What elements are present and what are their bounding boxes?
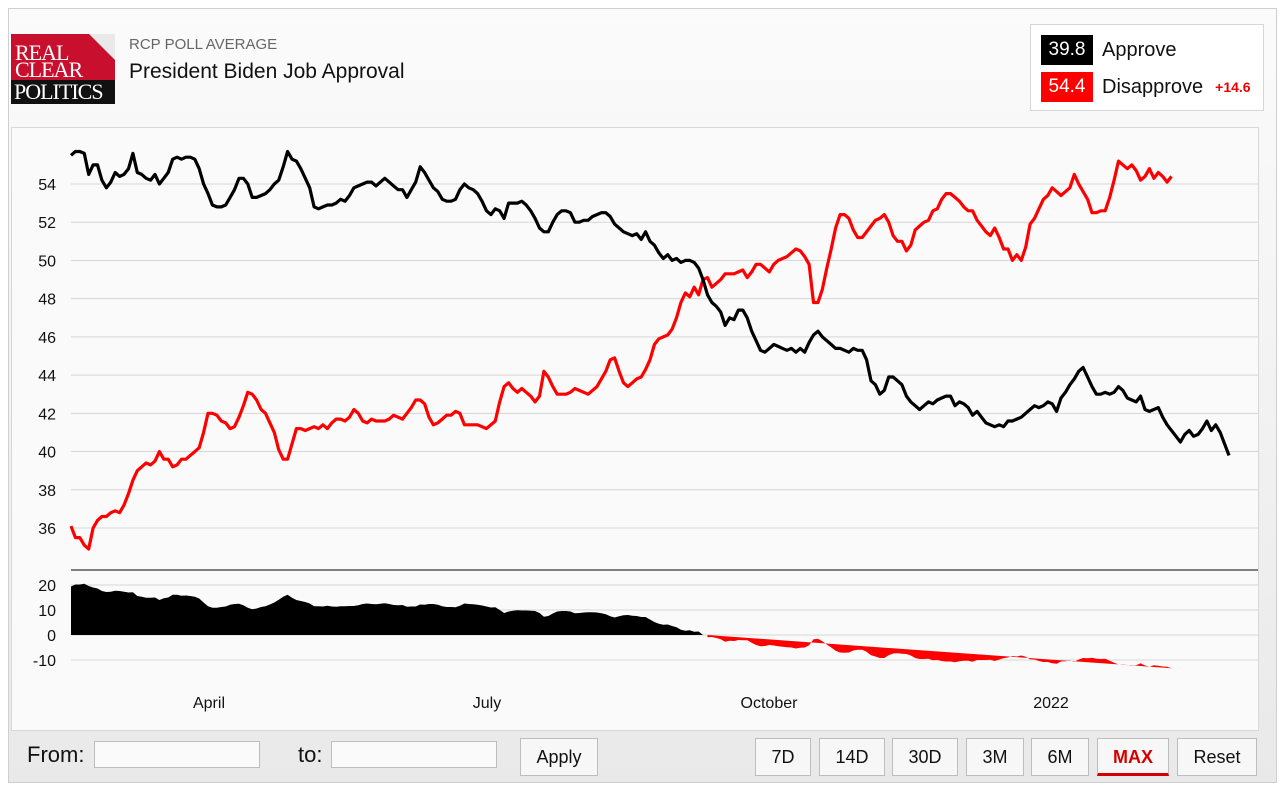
y-tick-label: 36 — [38, 521, 56, 538]
y-tick-label: 44 — [38, 368, 56, 385]
approve-line — [69, 149, 1231, 456]
y-tick-label: 50 — [38, 253, 56, 270]
disapprove-line — [69, 159, 1173, 551]
range-button-3m[interactable]: 3M — [966, 738, 1024, 776]
range-button-30d[interactable]: 30D — [892, 738, 958, 776]
y-tick-label: 46 — [38, 330, 56, 347]
to-label: to: — [298, 742, 323, 767]
reset-button[interactable]: Reset — [1177, 738, 1257, 776]
y-tick-label: 38 — [38, 483, 56, 500]
from-date-input[interactable] — [94, 741, 260, 768]
y-tick-label: 40 — [38, 445, 56, 462]
disapprove-label: Disapprove — [1102, 75, 1204, 98]
spread-y-tick-label: 20 — [38, 578, 56, 595]
spread-value: +14.6 — [1215, 79, 1251, 95]
approve-label: Approve — [1102, 38, 1177, 61]
chart-svg: 36 38 40 42 44 46 48 50 52 54 20 10 0 -10 April July Oct… — [33, 149, 1258, 712]
range-button-6m[interactable]: 6M — [1031, 738, 1089, 776]
x-tick-label: July — [473, 695, 501, 712]
plot-area: 36 38 40 42 44 46 48 50 52 54 20 10 0 -10 April July Oct… — [11, 127, 1259, 731]
apply-button[interactable]: Apply — [520, 738, 598, 776]
legend-disapprove: 54.4 Disapprove +14.6 — [1041, 72, 1251, 102]
y-tick-label: 52 — [38, 215, 56, 232]
x-tick-label: 2022 — [1033, 695, 1069, 712]
spread-y-tick-label: 0 — [47, 628, 56, 645]
logo-line-2: CLEAR — [15, 57, 83, 82]
spread-y-tick-label: -10 — [33, 653, 56, 670]
y-tick-label: 42 — [38, 406, 56, 423]
approve-value: 39.8 — [1041, 35, 1093, 65]
legend-approve: 39.8 Approve — [1041, 35, 1177, 65]
spread-negative-area — [707, 635, 1172, 669]
y-tick-label: 48 — [38, 292, 56, 309]
range-button-14d[interactable]: 14D — [819, 738, 885, 776]
range-button-7d[interactable]: 7D — [755, 738, 811, 776]
spread-positive-area — [71, 583, 704, 635]
logo-line-1: REAL — [15, 40, 69, 65]
legend: 39.8 Approve 54.4 Disapprove +14.6 — [1030, 24, 1264, 111]
chart-widget: REAL CLEAR POLITICS RCP POLL AVERAGE Pre… — [8, 8, 1277, 783]
chart-title: President Biden Job Approval — [129, 60, 405, 83]
disapprove-value: 54.4 — [1041, 72, 1093, 102]
chart-subtitle: RCP POLL AVERAGE — [129, 36, 278, 53]
x-tick-label: October — [741, 695, 799, 712]
range-button-max[interactable]: MAX — [1097, 738, 1169, 776]
from-label: From: — [27, 742, 85, 767]
to-date-input[interactable] — [331, 741, 497, 768]
y-tick-label: 54 — [38, 177, 56, 194]
x-tick-label: April — [193, 695, 225, 712]
controls-bar: From: to: Apply 7D 14D 30D 3M 6M MAX Res… — [9, 730, 1276, 782]
logo-line-3: POLITICS — [11, 80, 115, 104]
logo-corner — [89, 34, 115, 60]
rcp-logo: REAL CLEAR POLITICS — [11, 34, 115, 104]
spread-y-tick-label: 10 — [38, 603, 56, 620]
